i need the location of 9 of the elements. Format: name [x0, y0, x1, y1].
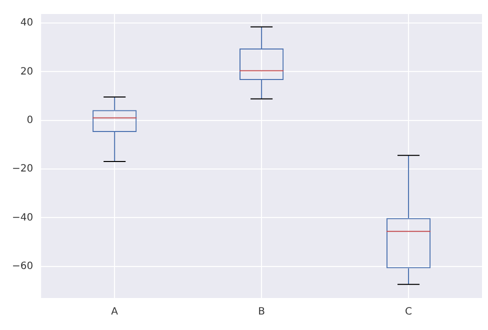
x-tick-label: B [258, 306, 266, 318]
y-tick-label: −60 [12, 260, 34, 272]
x-tick-label: C [405, 306, 412, 318]
x-tick-label: A [111, 306, 118, 318]
y-tick-label: −20 [12, 164, 34, 175]
y-tick-label: 20 [20, 66, 34, 78]
y-tick-label: −40 [12, 212, 34, 224]
y-tick-label: 40 [20, 18, 34, 29]
y-tick-label: 0 [26, 114, 34, 126]
